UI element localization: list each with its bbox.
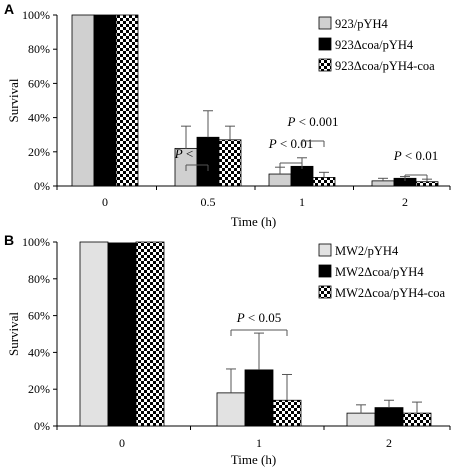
- legend-label: 923/pYH4: [335, 17, 389, 31]
- panel-letter: B: [4, 232, 14, 248]
- panel-letter: A: [4, 1, 14, 17]
- legend-label: MW2Δcoa/pYH4-coa: [335, 286, 446, 300]
- bar: [272, 399, 302, 427]
- legend-label: MW2/pYH4: [335, 244, 399, 258]
- y-tick-label: 80%: [28, 42, 50, 56]
- x-tick-label: 1: [256, 436, 262, 450]
- significance-label: P < 0.01: [393, 148, 439, 163]
- bar: [71, 14, 95, 187]
- x-tick-label: 0.5: [201, 195, 216, 209]
- y-tick-label: 0%: [34, 419, 50, 433]
- significance-label-value: < 0.05: [183, 146, 220, 161]
- significance-label: P < 0.05: [236, 310, 282, 325]
- x-tick-label: 2: [402, 195, 408, 209]
- x-axis-title: Time (h): [231, 452, 276, 467]
- chart-panel-a: A 0% 20% 40% 60% 80% 100% 0 0.5 1 2 Time (h) Surviva…: [4, 1, 451, 229]
- legend-swatch: [318, 58, 332, 72]
- y-tick-label: 100%: [22, 8, 50, 22]
- significance-label: P < 0.01: [268, 136, 314, 151]
- significance-label-value: < 0.01: [402, 148, 439, 163]
- y-tick-label: 20%: [28, 145, 50, 159]
- legend-swatch: [318, 37, 332, 51]
- y-tick-label: 60%: [28, 309, 50, 323]
- y-tick-label: 60%: [28, 76, 50, 90]
- y-tick-label: 40%: [28, 111, 50, 125]
- significance-label: P < 0.05: [174, 146, 220, 161]
- bar: [374, 407, 404, 427]
- bar: [415, 181, 439, 187]
- legend: MW2/pYH4 MW2Δcoa/pYH4 MW2Δcoa/pYH4-coa: [318, 243, 446, 300]
- legend-swatch: [318, 285, 332, 299]
- y-axis-title: Survival: [6, 78, 21, 122]
- bar: [371, 180, 395, 187]
- y-tick-label: 40%: [28, 345, 50, 359]
- bar: [402, 412, 432, 427]
- x-axis-title: Time (h): [231, 214, 276, 229]
- bar: [93, 14, 117, 187]
- significance-label-p: P: [286, 114, 295, 129]
- legend-label: MW2Δcoa/pYH4: [335, 265, 424, 279]
- x-tick-label: 1: [299, 195, 305, 209]
- y-tick-label: 80%: [28, 272, 50, 286]
- y-tick-label: 100%: [22, 235, 50, 249]
- y-tick-label: 20%: [28, 382, 50, 396]
- y-tick-label: 0%: [34, 179, 50, 193]
- bar: [115, 14, 139, 187]
- x-tick-label: 0: [102, 195, 108, 209]
- bar: [268, 173, 292, 187]
- significance-label-p: P: [236, 310, 245, 325]
- bar: [218, 139, 242, 187]
- bar: [244, 369, 274, 427]
- bar: [290, 165, 314, 187]
- significance-label: P < 0.001: [286, 114, 338, 129]
- legend: 923/pYH4 923Δcoa/pYH4 923Δcoa/pYH4-coa: [318, 16, 435, 73]
- legend-swatch: [318, 16, 332, 30]
- bar: [346, 412, 376, 427]
- bar: [196, 136, 220, 187]
- bar: [135, 241, 165, 427]
- legend-swatch: [318, 243, 332, 257]
- legend-swatch: [318, 264, 332, 278]
- significance-label-value: < 0.05: [245, 310, 282, 325]
- chart-panel-b: B 0% 20% 40% 60% 80% 100% 0 1 2 Time (h) Survival P …: [4, 232, 451, 467]
- x-tick-label: 2: [386, 436, 392, 450]
- significance-label-value: < 0.01: [277, 136, 314, 151]
- x-tick-label: 0: [119, 436, 125, 450]
- y-axis-title: Survival: [6, 312, 21, 356]
- significance-label-p: P: [268, 136, 277, 151]
- legend-label: 923Δcoa/pYH4-coa: [335, 59, 435, 73]
- significance-label-p: P: [393, 148, 402, 163]
- significance-label-value: < 0.001: [295, 114, 338, 129]
- bar: [312, 177, 336, 187]
- significance-label-p: P: [174, 146, 183, 161]
- bar: [79, 241, 109, 427]
- bar: [107, 242, 137, 427]
- legend-label: 923Δcoa/pYH4: [335, 38, 414, 52]
- bar: [216, 392, 246, 427]
